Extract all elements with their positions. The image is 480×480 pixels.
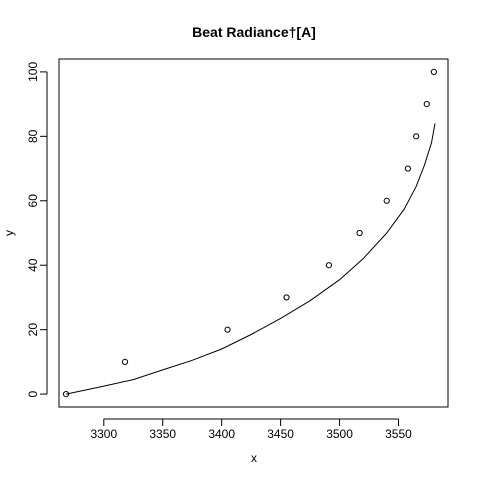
y-tick-label: 80 [26,129,40,143]
x-tick-label: 3450 [267,427,294,441]
x-tick-label: 3550 [385,427,412,441]
x-axis-label: x [251,451,257,465]
data-point [62,391,70,398]
data-point [383,197,390,204]
y-tick-label: 20 [26,323,40,337]
y-axis-label: y [2,230,16,236]
data-point [356,229,363,237]
data-point [430,68,437,75]
data-point [224,326,231,333]
plot-frame [58,58,449,408]
y-tick-label: 40 [26,258,40,272]
data-point [283,294,290,301]
y-tick-label: 60 [26,194,40,208]
x-tick-label: 3300 [90,427,117,441]
data-point [121,358,129,365]
x-axis: 3300 3350 3400 3450 3500 3550 [90,418,412,441]
data-point [325,262,333,269]
x-tick-label: 3500 [326,427,353,441]
data-marks [62,68,437,398]
y-tick-label: 100 [26,62,40,82]
x-tick-label: 3350 [149,427,176,441]
chart-title: Beat Radiance†[A] [192,24,316,40]
y-axis: 0 20 40 60 80 100 [26,62,48,397]
fitted-curve [65,123,436,395]
x-tick-label: 3400 [208,427,235,441]
data-point [404,165,412,172]
data-point [413,133,420,140]
data-point [423,101,430,108]
y-tick-label: 0 [26,390,40,397]
